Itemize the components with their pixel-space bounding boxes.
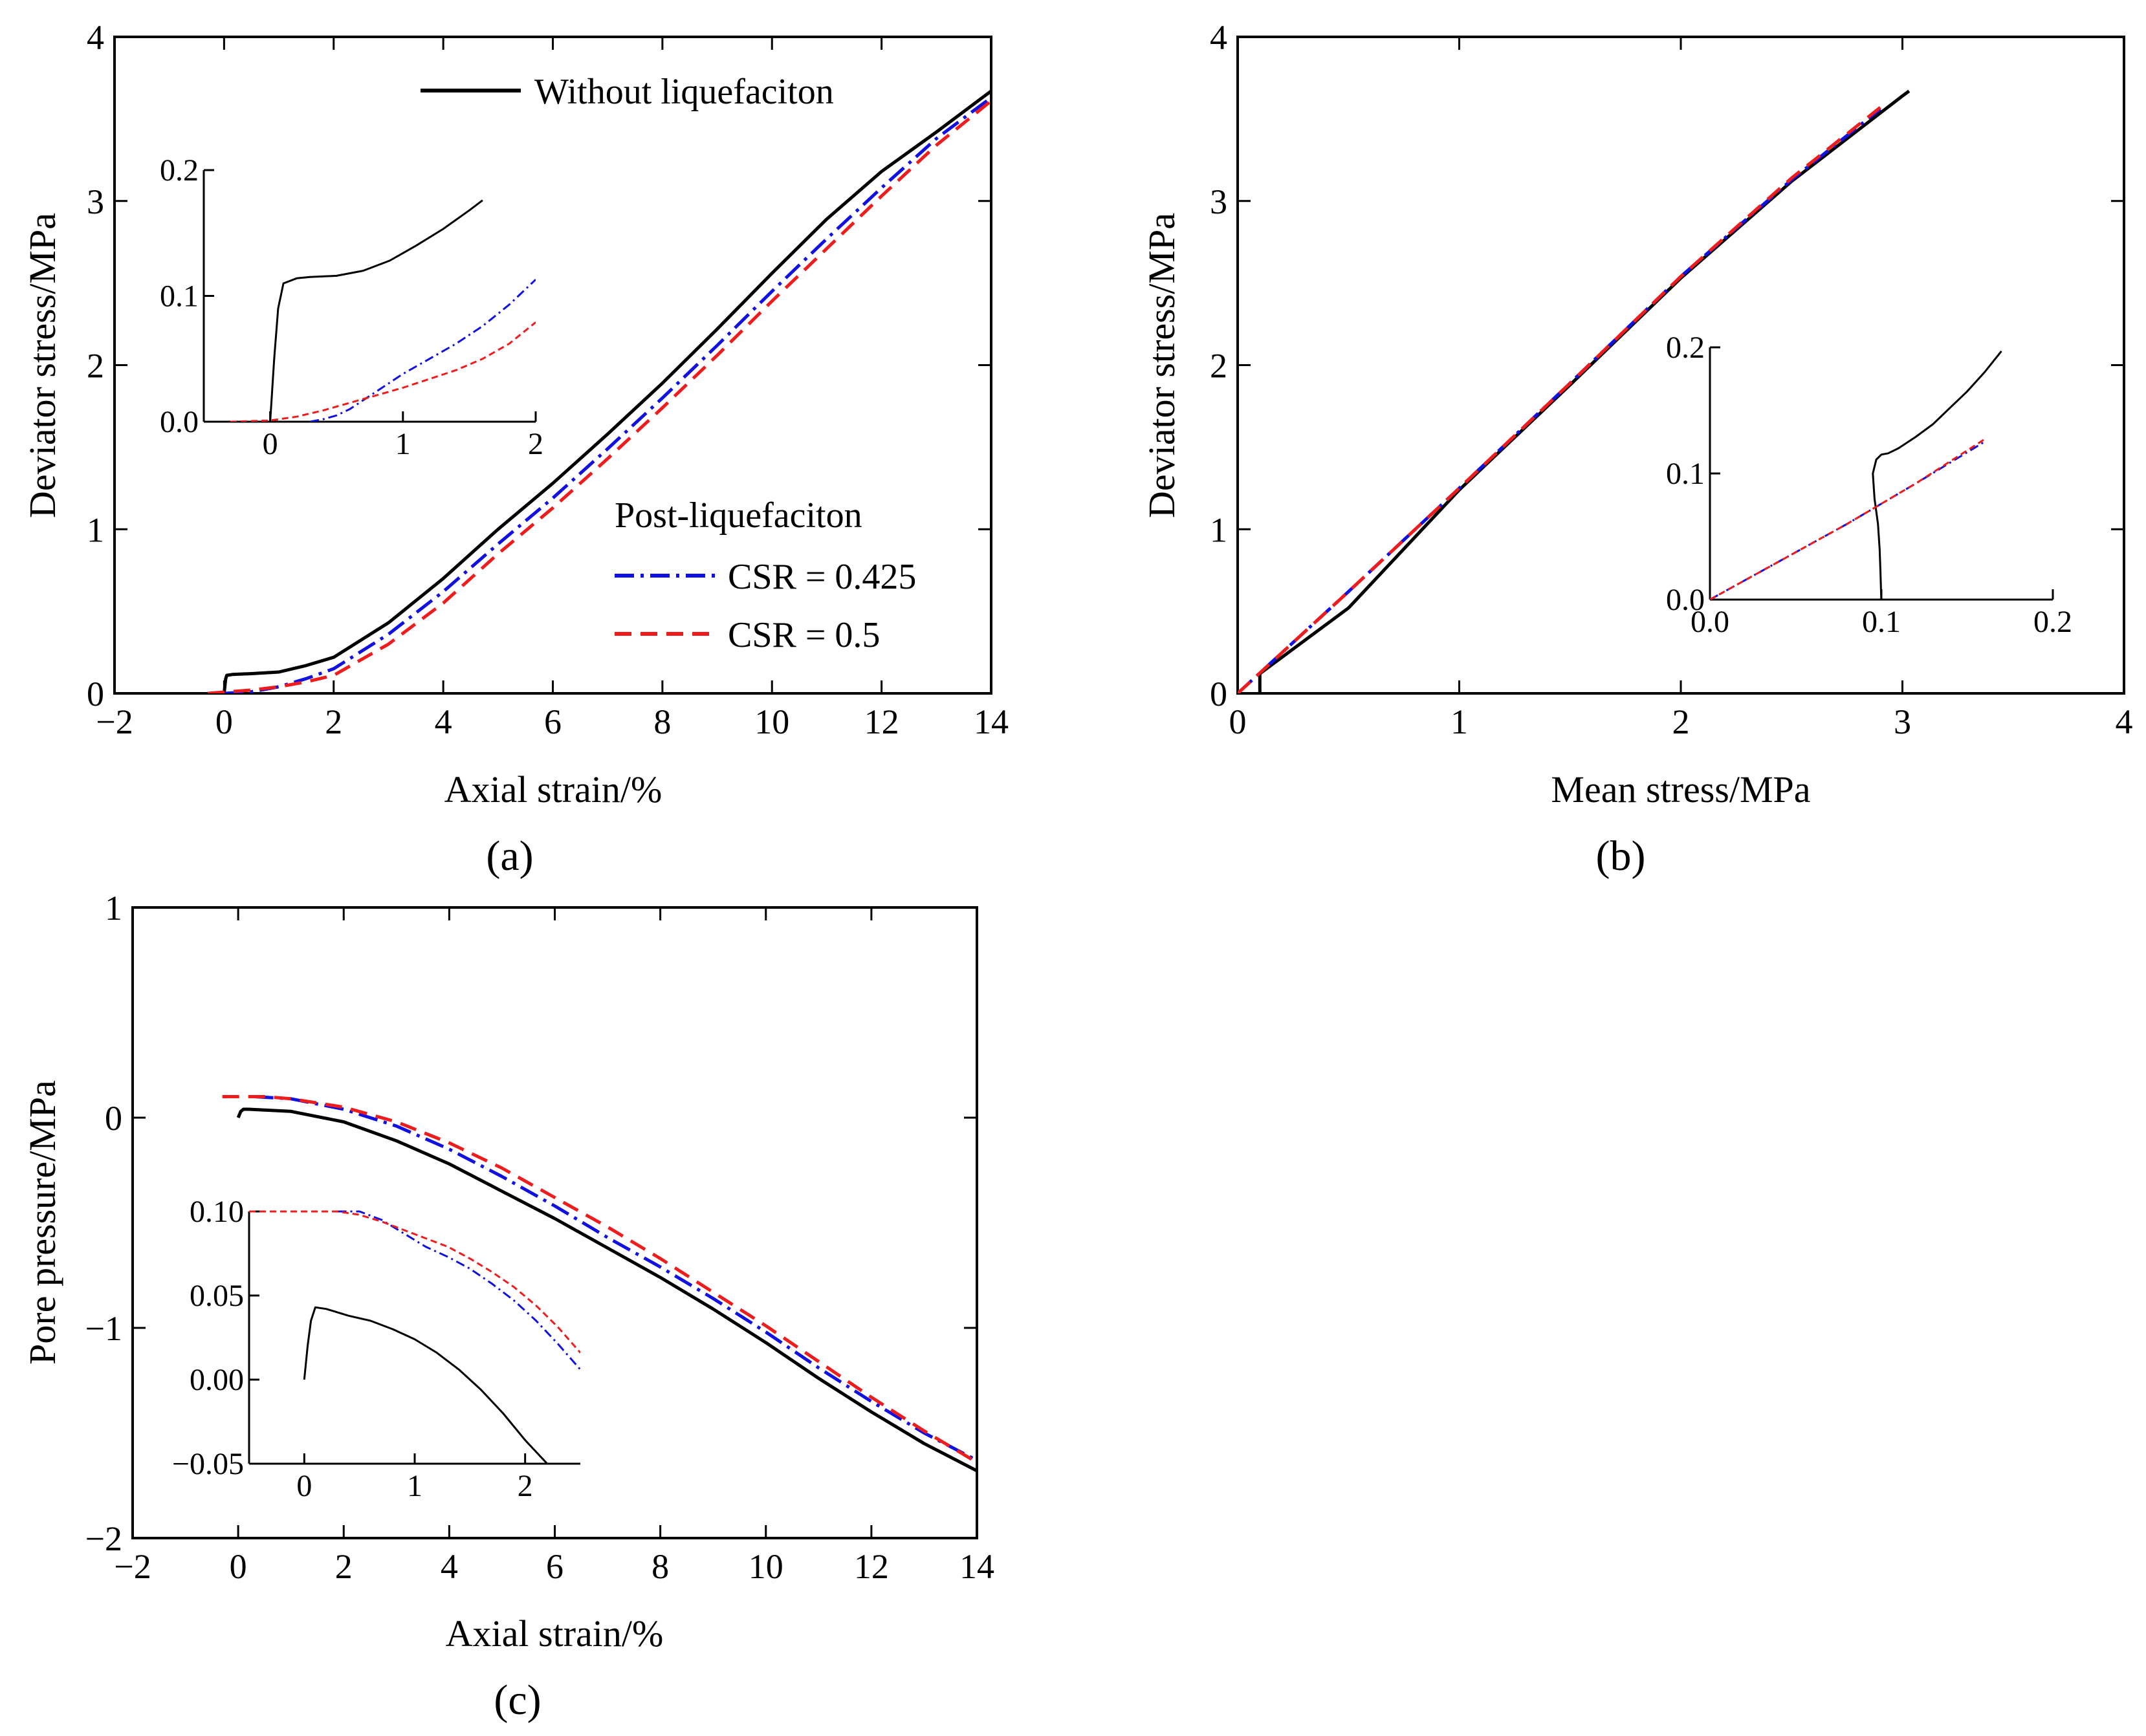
b-ytick-label: 0 — [1210, 675, 1227, 713]
b-inset-ytick-label: 0.2 — [1666, 331, 1705, 365]
c-inset-ytick-label: 0.10 — [190, 1195, 244, 1229]
a-xtick-label: 4 — [435, 702, 452, 741]
c-inset-xtick-label: 0 — [296, 1469, 312, 1503]
a-xtick-label: 2 — [325, 702, 342, 741]
a-inset-xtick-label: 0 — [263, 427, 278, 461]
legend-label-without: Without liquefaciton — [534, 72, 834, 112]
a-xtick-label: 6 — [544, 702, 562, 741]
c-xtick-label: 6 — [546, 1547, 564, 1586]
c-series-csr1 — [254, 1095, 977, 1462]
c-inset-ytick-label: 0.05 — [190, 1279, 244, 1313]
c-ytick-label: 0 — [105, 1099, 122, 1138]
a-inset-ytick-label: 0.0 — [160, 405, 199, 439]
a-inset-series-csr2 — [230, 321, 536, 422]
a-xtick-label: −2 — [96, 702, 133, 741]
c-ytick-label: 1 — [105, 889, 122, 928]
c-xtick-label: −2 — [114, 1547, 151, 1586]
c-inset-series-group — [249, 1210, 580, 1464]
c-inset-ytick-label: 0.00 — [190, 1363, 244, 1397]
b-inset-xtick-label: 0.1 — [1862, 605, 1901, 639]
legend-label-csr2: CSR = 0.5 — [728, 615, 880, 655]
panel-b: 0 1 2 3 4 0 1 2 3 4 0.0 0.1 0.2 0.0 0.1 0.2 Mean stres… — [1141, 18, 2133, 880]
a-xtick-label: 14 — [974, 702, 1009, 741]
a-inset-ytick-label: 0.2 — [160, 153, 199, 188]
c-inset-series-csr2 — [249, 1210, 580, 1354]
b-ytick-label: 2 — [1210, 347, 1227, 385]
b-inset-xtick-label: 0.0 — [1691, 605, 1729, 639]
a-xtick-label: 8 — [653, 702, 671, 741]
c-inset-series-csr1 — [337, 1210, 580, 1371]
b-inset-series-csr2 — [1710, 439, 1985, 600]
b-series-without — [1258, 89, 1911, 693]
c-xtick-label: 10 — [749, 1547, 783, 1586]
a-ytick-label: 4 — [87, 18, 104, 57]
a-inset-xtick-label: 1 — [395, 427, 411, 461]
b-ytick-label: 1 — [1210, 510, 1227, 549]
b-inset-series-without — [1872, 350, 2002, 600]
b-xtick-label: 1 — [1451, 702, 1468, 741]
a-inset-series-group — [230, 199, 536, 422]
b-xtick-label: 3 — [1894, 702, 1911, 741]
panel-c: −2 0 2 4 6 8 10 12 14−2−101 0 1 2−0.050.000.050.10… — [21, 889, 994, 1724]
c-inset-series-without — [303, 1306, 548, 1464]
a-xtick-label: 0 — [215, 702, 233, 741]
a-xtick-label: 10 — [754, 702, 789, 741]
x-axis-label-b: Mean stress/MPa — [1551, 768, 1810, 810]
a-inset-series-csr1 — [309, 279, 536, 422]
c-ytick-label: −1 — [85, 1309, 122, 1348]
c-xtick-label: 14 — [959, 1547, 994, 1586]
a-ytick-label: 3 — [87, 182, 104, 221]
c-xtick-label: 0 — [230, 1547, 247, 1586]
c-xtick-label: 2 — [335, 1547, 353, 1586]
b-xtick-label: 4 — [2116, 702, 2133, 741]
legend-label-csr1: CSR = 0.425 — [728, 557, 916, 597]
b-inset-series-group — [1710, 350, 2002, 600]
b-inset-ytick-label: 0.0 — [1666, 583, 1705, 617]
a-ytick-label: 1 — [87, 510, 104, 549]
b-xtick-label: 2 — [1672, 702, 1690, 741]
legend-title-post: Post-liquefaciton — [615, 495, 862, 536]
b-inset-ytick-label: 0.1 — [1666, 457, 1705, 491]
a-series-without — [222, 89, 991, 693]
c-xtick-label: 4 — [441, 1547, 458, 1586]
a-series-group — [207, 89, 991, 693]
a-inset-ytick-label: 0.1 — [160, 279, 199, 314]
a-inset-xtick-label: 2 — [528, 427, 543, 461]
b-series-group — [1238, 89, 1911, 693]
a-ytick-label: 0 — [87, 675, 104, 713]
c-ytick-label: −2 — [85, 1519, 122, 1558]
x-axis-label-c: Axial strain/% — [446, 1612, 664, 1655]
b-ytick-label: 4 — [1210, 18, 1227, 57]
c-xtick-label: 8 — [651, 1547, 669, 1586]
caption-b: (b) — [1596, 832, 1646, 880]
b-xtick-label: 0 — [1229, 702, 1247, 741]
c-inset-xtick-label: 2 — [518, 1469, 533, 1503]
a-inset-series-without — [269, 199, 483, 422]
plot-frame-c — [131, 906, 978, 1539]
y-axis-label-c: Pore pressure/MPa — [21, 1080, 63, 1365]
caption-a: (a) — [486, 832, 533, 880]
c-inset-ytick-label: −0.05 — [172, 1447, 244, 1481]
b-ytick-label: 3 — [1210, 182, 1227, 221]
caption-c: (c) — [494, 1676, 541, 1724]
b-series-csr2 — [1238, 106, 1881, 693]
c-series-without — [236, 1107, 977, 1473]
c-series-group — [222, 1095, 977, 1473]
a-xtick-label: 12 — [864, 702, 899, 741]
c-xtick-label: 12 — [854, 1547, 889, 1586]
c-inset-xtick-label: 1 — [407, 1469, 422, 1503]
y-axis-label-b: Deviator stress/MPa — [1141, 213, 1183, 518]
c-series-csr2 — [222, 1095, 977, 1464]
a-ytick-label: 2 — [87, 347, 104, 385]
y-axis-label-a: Deviator stress/MPa — [21, 213, 63, 518]
a-series-csr1 — [224, 96, 991, 693]
a-series-csr2 — [207, 100, 991, 693]
b-inset-xtick-label: 0.2 — [2033, 605, 2072, 639]
x-axis-label-a: Axial strain/% — [444, 768, 662, 810]
